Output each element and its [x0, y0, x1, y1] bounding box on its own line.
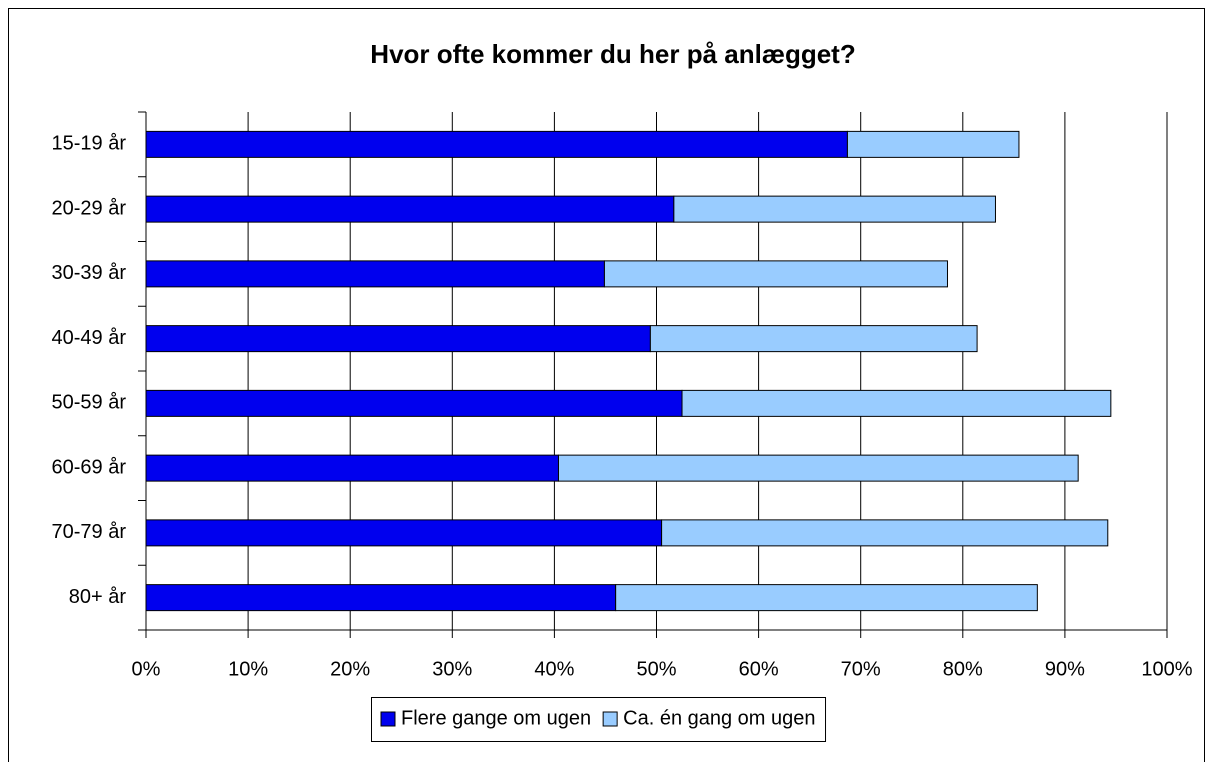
bar-segment [145, 195, 675, 223]
x-tick-label: 40% [534, 658, 574, 680]
legend-swatch [380, 711, 396, 727]
y-tick-label: 60-69 år [52, 456, 127, 478]
legend-box [371, 697, 827, 742]
chart-title: Hvor ofte kommer du her på anlægget? [370, 39, 855, 69]
y-tick-label: 30-39 år [52, 262, 127, 284]
y-tick-label: 80+ år [69, 586, 127, 608]
x-tick-label: 50% [636, 658, 676, 680]
bar-segment [846, 130, 1020, 158]
bar-segment [145, 389, 683, 417]
y-tick-label: 50-59 år [52, 392, 127, 414]
legend-swatch [602, 711, 618, 727]
bar-segment [145, 325, 651, 353]
bar-segment [673, 195, 996, 223]
x-tick-label: 30% [432, 658, 472, 680]
bar-segment [661, 519, 1109, 547]
y-tick-label: 20-29 år [52, 197, 127, 219]
bar-segment [615, 584, 1038, 612]
bar-segment [145, 584, 617, 612]
y-tick-label: 40-49 år [52, 327, 127, 349]
x-tick-label: 90% [1045, 658, 1085, 680]
x-tick-label: 0% [132, 658, 161, 680]
x-tick-label: 20% [330, 658, 370, 680]
bar-segment [145, 519, 663, 547]
bar-segment [681, 389, 1112, 417]
bar-segment [603, 260, 948, 288]
y-tick-label: 70-79 år [52, 521, 127, 543]
legend-label: Flere gange om ugen [401, 707, 591, 729]
bar-segment [557, 454, 1079, 482]
chart-border [8, 8, 1205, 762]
x-tick-label: 70% [841, 658, 881, 680]
x-tick-label: 60% [739, 658, 779, 680]
y-tick-label: 15-19 år [52, 133, 127, 155]
bar-segment [145, 260, 605, 288]
bar-segment [649, 325, 978, 353]
x-tick-label: 100% [1141, 658, 1192, 680]
bar-segment [145, 130, 848, 158]
x-tick-label: 80% [943, 658, 983, 680]
legend-label: Ca. én gang om ugen [623, 707, 815, 729]
x-tick-label: 10% [228, 658, 268, 680]
bar-segment [145, 454, 559, 482]
